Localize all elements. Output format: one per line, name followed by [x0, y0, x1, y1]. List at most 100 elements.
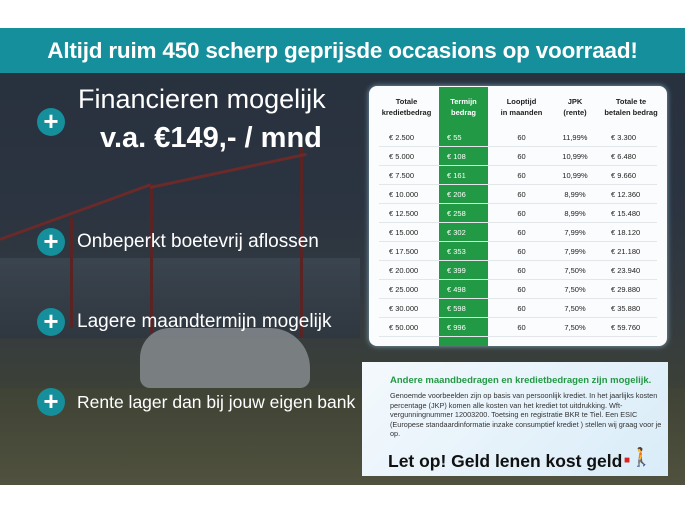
canopy-beam: [149, 152, 307, 189]
warning-text: Let op! Geld lenen kost geld: [388, 451, 623, 471]
plus-circle-icon: +: [37, 388, 65, 416]
feature-item: Rente lager dan bij jouw eigen bank: [77, 392, 356, 412]
info-body: Genoemde voorbeelden zijn op basis van p…: [390, 391, 662, 438]
table-cell: € 598: [447, 304, 466, 313]
table-cell: € 21.180: [611, 247, 641, 256]
info-heading: Andere maandbedragen en kredietbedragen …: [390, 375, 652, 386]
column-header: JPK (rente): [549, 96, 601, 118]
table-cell: € 35.880: [611, 304, 641, 313]
financing-heading: Financieren mogelijk: [78, 84, 326, 114]
column-header: Termijn bedrag: [439, 96, 488, 118]
table-cell: € 258: [447, 209, 466, 218]
table-cell: € 161: [447, 171, 466, 180]
table-cell: € 30.000: [389, 304, 419, 313]
header-line: Termijn: [450, 97, 477, 106]
header-line: kredietbedrag: [381, 108, 432, 117]
table-cell: € 206: [447, 190, 466, 199]
table-cell: 10,99%: [562, 152, 588, 161]
table-cell: € 353: [447, 247, 466, 256]
highlight-column: [439, 87, 488, 346]
canopy-pole: [70, 218, 73, 328]
table-row: € 15.000 € 302 60 7,99% € 18.120: [379, 223, 657, 242]
table-cell: 60: [517, 323, 526, 332]
header-line: in maanden: [500, 108, 543, 117]
table-cell: € 55: [447, 133, 462, 142]
table-row: € 5.000 € 108 60 10,99% € 6.480: [379, 147, 657, 166]
table-cell: 7,50%: [564, 304, 586, 313]
column-header: Totale kredietbedrag: [379, 96, 434, 118]
header-line: bedrag: [450, 108, 476, 117]
table-cell: 7,99%: [564, 228, 586, 237]
table-cell: 60: [517, 304, 526, 313]
header-line: Totale: [395, 97, 418, 106]
table-cell: € 9.660: [611, 171, 637, 180]
table-cell: 60: [517, 190, 526, 199]
column-header: Totale te betalen bedrag: [601, 96, 661, 118]
table-row: € 7.500 € 161 60 10,99% € 9.660: [379, 166, 657, 185]
table-cell: € 7.500: [389, 171, 415, 180]
header-line: betalen bedrag: [604, 108, 658, 117]
table-cell: 60: [517, 228, 526, 237]
header-line: JPK: [567, 97, 583, 106]
table-cell: € 15.480: [611, 209, 641, 218]
header-line: Totale te: [615, 97, 647, 106]
table-cell: € 3.300: [611, 133, 637, 142]
table-cell: 60: [517, 152, 526, 161]
table-cell: € 25.000: [389, 285, 419, 294]
financing-price: v.a. €149,- / mnd: [100, 122, 322, 154]
table-cell: € 29.880: [611, 285, 641, 294]
plus-circle-icon: +: [37, 228, 65, 256]
table-cell: € 12.360: [611, 190, 641, 199]
table-cell: 11,99%: [562, 133, 588, 142]
table-cell: € 996: [447, 323, 466, 332]
table-cell: € 17.500: [389, 247, 419, 256]
table-cell: 60: [517, 171, 526, 180]
financing-table: Totale kredietbedrag Termijn bedrag Looptijd…: [369, 86, 667, 346]
table-cell: 7,50%: [564, 323, 586, 332]
table-cell: € 6.480: [611, 152, 637, 161]
column-header: Looptijd in maanden: [494, 96, 549, 118]
table-row: € 17.500 € 353 60 7,99% € 21.180: [379, 242, 657, 261]
info-panel: Andere maandbedragen en kredietbedragen …: [362, 362, 668, 476]
feature-item: Lagere maandtermijn mogelijk: [77, 311, 332, 332]
table-cell: € 18.120: [611, 228, 641, 237]
feature-item: Onbeperkt boetevrij aflossen: [77, 231, 319, 252]
header-line: (rente): [563, 108, 587, 117]
table-cell: € 12.500: [389, 209, 419, 218]
canopy-pole: [150, 183, 153, 333]
table-cell: € 2.500: [389, 133, 415, 142]
table-cell: 60: [517, 247, 526, 256]
table-cell: € 108: [447, 152, 466, 161]
table-cell: € 5.000: [389, 152, 415, 161]
table-cell: € 23.940: [611, 266, 641, 275]
table-cell: 60: [517, 209, 526, 218]
table-row: € 50.000 € 996 60 7,50% € 59.760: [379, 318, 657, 337]
plus-circle-icon: +: [37, 108, 65, 136]
table-cell: € 399: [447, 266, 466, 275]
table-cell: 8,99%: [564, 209, 586, 218]
table-cell: € 59.760: [611, 323, 641, 332]
table-cell: € 15.000: [389, 228, 419, 237]
table-cell: € 498: [447, 285, 466, 294]
table-cell: 60: [517, 266, 526, 275]
table-cell: 10,99%: [562, 171, 588, 180]
table-row: € 10.000 € 206 60 8,99% € 12.360: [379, 185, 657, 204]
table-cell: € 302: [447, 228, 466, 237]
table-row: € 30.000 € 598 60 7,50% € 35.880: [379, 299, 657, 318]
plus-circle-icon: +: [37, 308, 65, 336]
car: [140, 328, 310, 388]
table-cell: 7,99%: [564, 247, 586, 256]
canopy-pole: [300, 148, 303, 338]
table-cell: 60: [517, 133, 526, 142]
table-cell: 8,99%: [564, 190, 586, 199]
table-cell: 60: [517, 285, 526, 294]
table-cell: € 50.000: [389, 323, 419, 332]
running-man-icon: ■🚶: [624, 447, 653, 467]
table-cell: 7,50%: [564, 285, 586, 294]
table-row: € 12.500 € 258 60 8,99% € 15.480: [379, 204, 657, 223]
table-cell: € 10.000: [389, 190, 419, 199]
top-banner: Altijd ruim 450 scherp geprijsde occasio…: [0, 28, 685, 73]
table-row: € 2.500 € 55 60 11,99% € 3.300: [379, 128, 657, 147]
table-cell: 7,50%: [564, 266, 586, 275]
table-row: € 25.000 € 498 60 7,50% € 29.880: [379, 280, 657, 299]
